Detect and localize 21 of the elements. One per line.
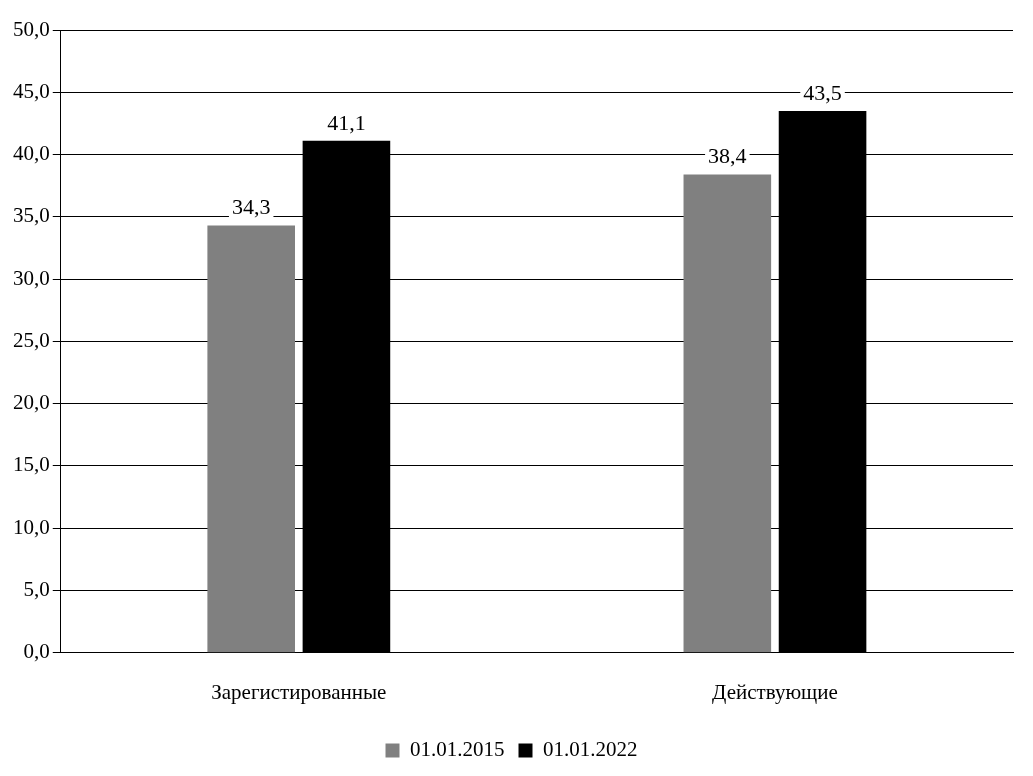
y-tick-label: 25,0: [13, 327, 50, 352]
data-label: 41,1: [327, 109, 366, 135]
y-tick-label: 15,0: [13, 452, 50, 477]
x-tick-label: Зарегистированные: [211, 679, 387, 704]
data-label: 38,4: [708, 143, 747, 169]
legend-label: 01.01.2015: [410, 737, 505, 762]
y-tick-label: 10,0: [13, 514, 50, 539]
y-tick-label: 45,0: [13, 78, 50, 103]
y-tick-label: 50,0: [13, 16, 50, 41]
y-tick-label: 0,0: [23, 639, 50, 664]
data-label: 43,5: [803, 79, 842, 105]
y-tick-label: 5,0: [23, 577, 50, 602]
y-tick-label: 35,0: [13, 203, 50, 228]
y-tick-label: 40,0: [13, 141, 50, 166]
legend-label: 01.01.2022: [543, 737, 638, 762]
bar: [683, 174, 772, 653]
y-tick-label: 20,0: [13, 390, 50, 415]
data-label: 34,3: [231, 194, 271, 220]
y-tick-label: 30,0: [13, 265, 50, 290]
x-tick-label: Действующие: [712, 679, 838, 704]
bar: [207, 225, 295, 653]
